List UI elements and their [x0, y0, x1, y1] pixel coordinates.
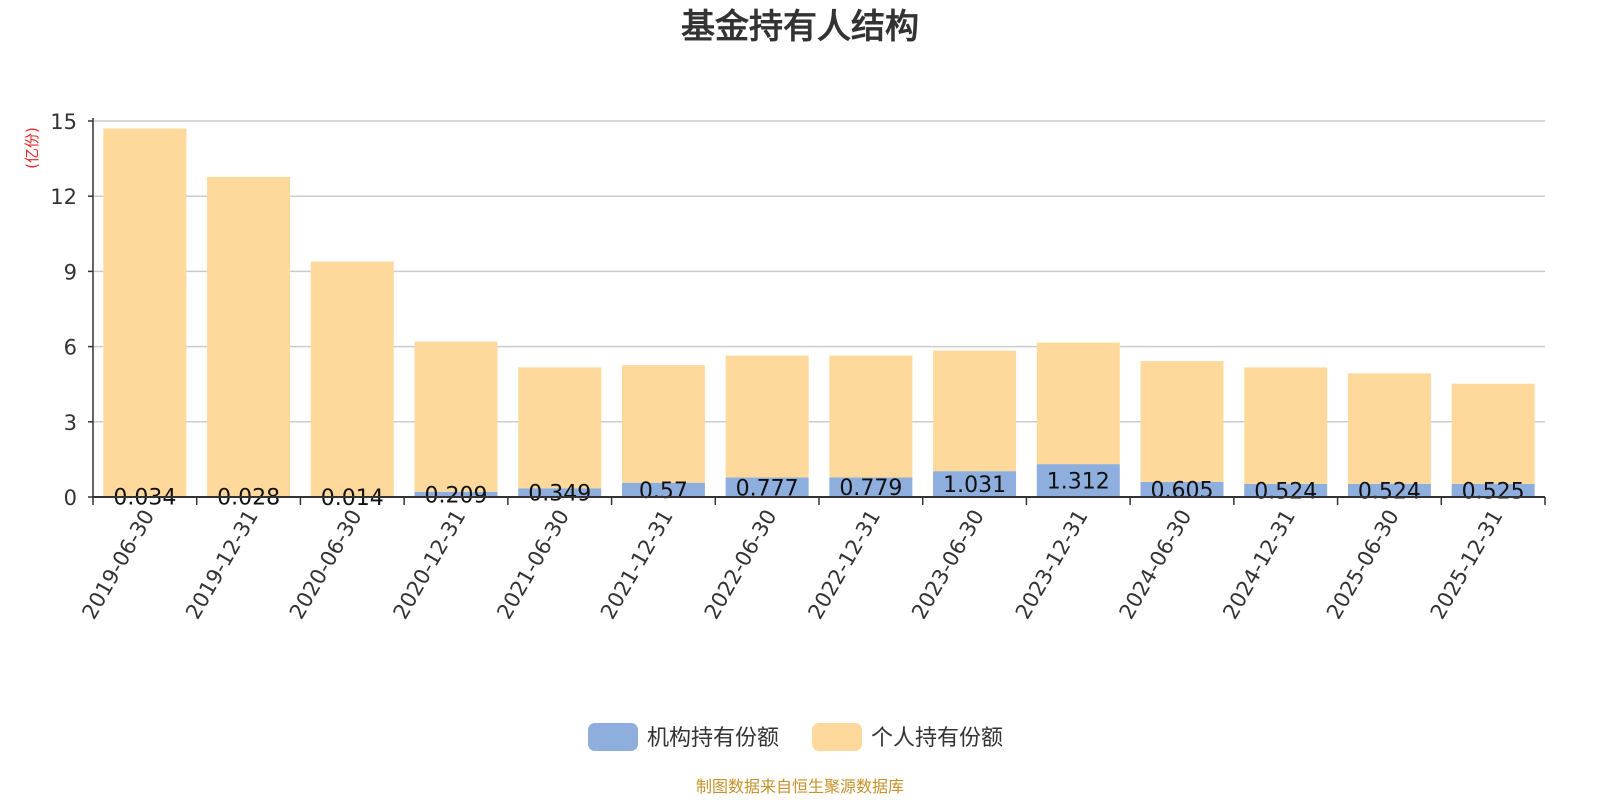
x-tick-label: 2022-06-30	[700, 506, 782, 624]
bar-institutional	[1140, 481, 1224, 497]
data-label-institutional: 1.312	[1047, 470, 1110, 495]
y-tick-label: 9	[64, 260, 77, 284]
legend-institutional-label: 机构持有份额	[647, 726, 779, 751]
data-label-institutional: 0.028	[217, 486, 280, 511]
y-tick-label: 0	[64, 486, 77, 510]
bar-individual	[1140, 361, 1224, 482]
y-tick-label: 6	[64, 336, 77, 360]
x-tick-label: 2023-12-31	[1011, 506, 1093, 624]
y-tick-label: 15	[50, 110, 77, 134]
data-label-institutional: 0.525	[1462, 479, 1525, 504]
bar-institutional	[518, 488, 602, 497]
x-tick-label: 2023-06-30	[907, 506, 989, 624]
bar-institutional	[1347, 483, 1431, 497]
y-tick-label: 12	[50, 185, 77, 209]
data-label-institutional: 0.014	[321, 486, 384, 511]
bar-individual	[933, 350, 1017, 472]
chart-title: 基金持有人结构	[681, 7, 919, 47]
bar-individual	[1451, 383, 1535, 484]
x-tick-label: 2019-06-30	[77, 506, 159, 624]
x-tick-label: 2020-06-30	[285, 506, 367, 624]
data-label-institutional: 0.524	[1358, 479, 1421, 504]
y-axis-unit-label: (亿份)	[23, 127, 41, 169]
bar-institutional	[933, 471, 1017, 497]
bar-institutional	[621, 482, 705, 497]
data-label-institutional: 0.349	[528, 482, 591, 507]
bar-individual	[1244, 367, 1328, 484]
data-label-institutional: 0.605	[1151, 478, 1214, 503]
x-tick-label: 2020-12-31	[389, 506, 471, 624]
bar-individual	[103, 128, 187, 497]
bar-institutional	[1244, 483, 1328, 497]
data-labels: 0.034 0.028 0.014 0.209 0.349 0.57 0.777 0.779 1…	[113, 470, 1524, 511]
x-tick-label: 2025-06-30	[1322, 506, 1404, 624]
bar-institutional	[829, 477, 913, 497]
bar-individual	[310, 261, 394, 497]
x-tick-label: 2024-06-30	[1115, 506, 1197, 624]
data-label-institutional: 0.209	[425, 483, 488, 508]
bar-individual	[725, 355, 809, 478]
x-axis	[92, 118, 1546, 505]
bar-individual	[829, 355, 913, 478]
bar-institutional	[1451, 483, 1535, 497]
bar-institutional	[414, 491, 498, 497]
data-label-institutional: 0.57	[639, 479, 688, 504]
bars	[103, 128, 1535, 497]
y-axis-ticks: 0 3 6 9 12 15	[50, 110, 93, 510]
x-axis-ticks: 2019-06-30 2019-12-31 2020-06-30 2020-12-31…	[77, 506, 1507, 624]
data-label-institutional: 0.034	[113, 486, 176, 511]
legend-individual-swatch	[812, 723, 862, 751]
bar-individual	[1347, 373, 1431, 484]
legend-individual-label: 个人持有份额	[871, 726, 1003, 751]
legend-institutional-swatch	[588, 723, 638, 751]
bar-individual	[414, 341, 498, 492]
x-tick-label: 2022-12-31	[803, 506, 885, 624]
source-note: 制图数据来自恒生聚源数据库	[696, 777, 904, 796]
bar-institutional	[725, 477, 809, 497]
x-tick-label: 2025-12-31	[1426, 506, 1508, 624]
y-tick-label: 3	[64, 411, 77, 435]
bar-individual	[518, 367, 602, 489]
x-tick-label: 2024-12-31	[1218, 506, 1300, 624]
data-label-institutional: 1.031	[943, 473, 1006, 498]
x-tick-label: 2021-06-30	[492, 506, 574, 624]
bar-individual	[1036, 342, 1120, 465]
x-tick-label: 2019-12-31	[181, 506, 263, 624]
bar-individual	[621, 365, 705, 483]
bar-individual	[207, 176, 291, 497]
x-tick-label: 2021-12-31	[596, 506, 678, 624]
legend: 机构持有份额 个人持有份额	[588, 723, 1003, 751]
bar-institutional	[1036, 464, 1120, 497]
data-label-institutional: 0.524	[1254, 479, 1317, 504]
